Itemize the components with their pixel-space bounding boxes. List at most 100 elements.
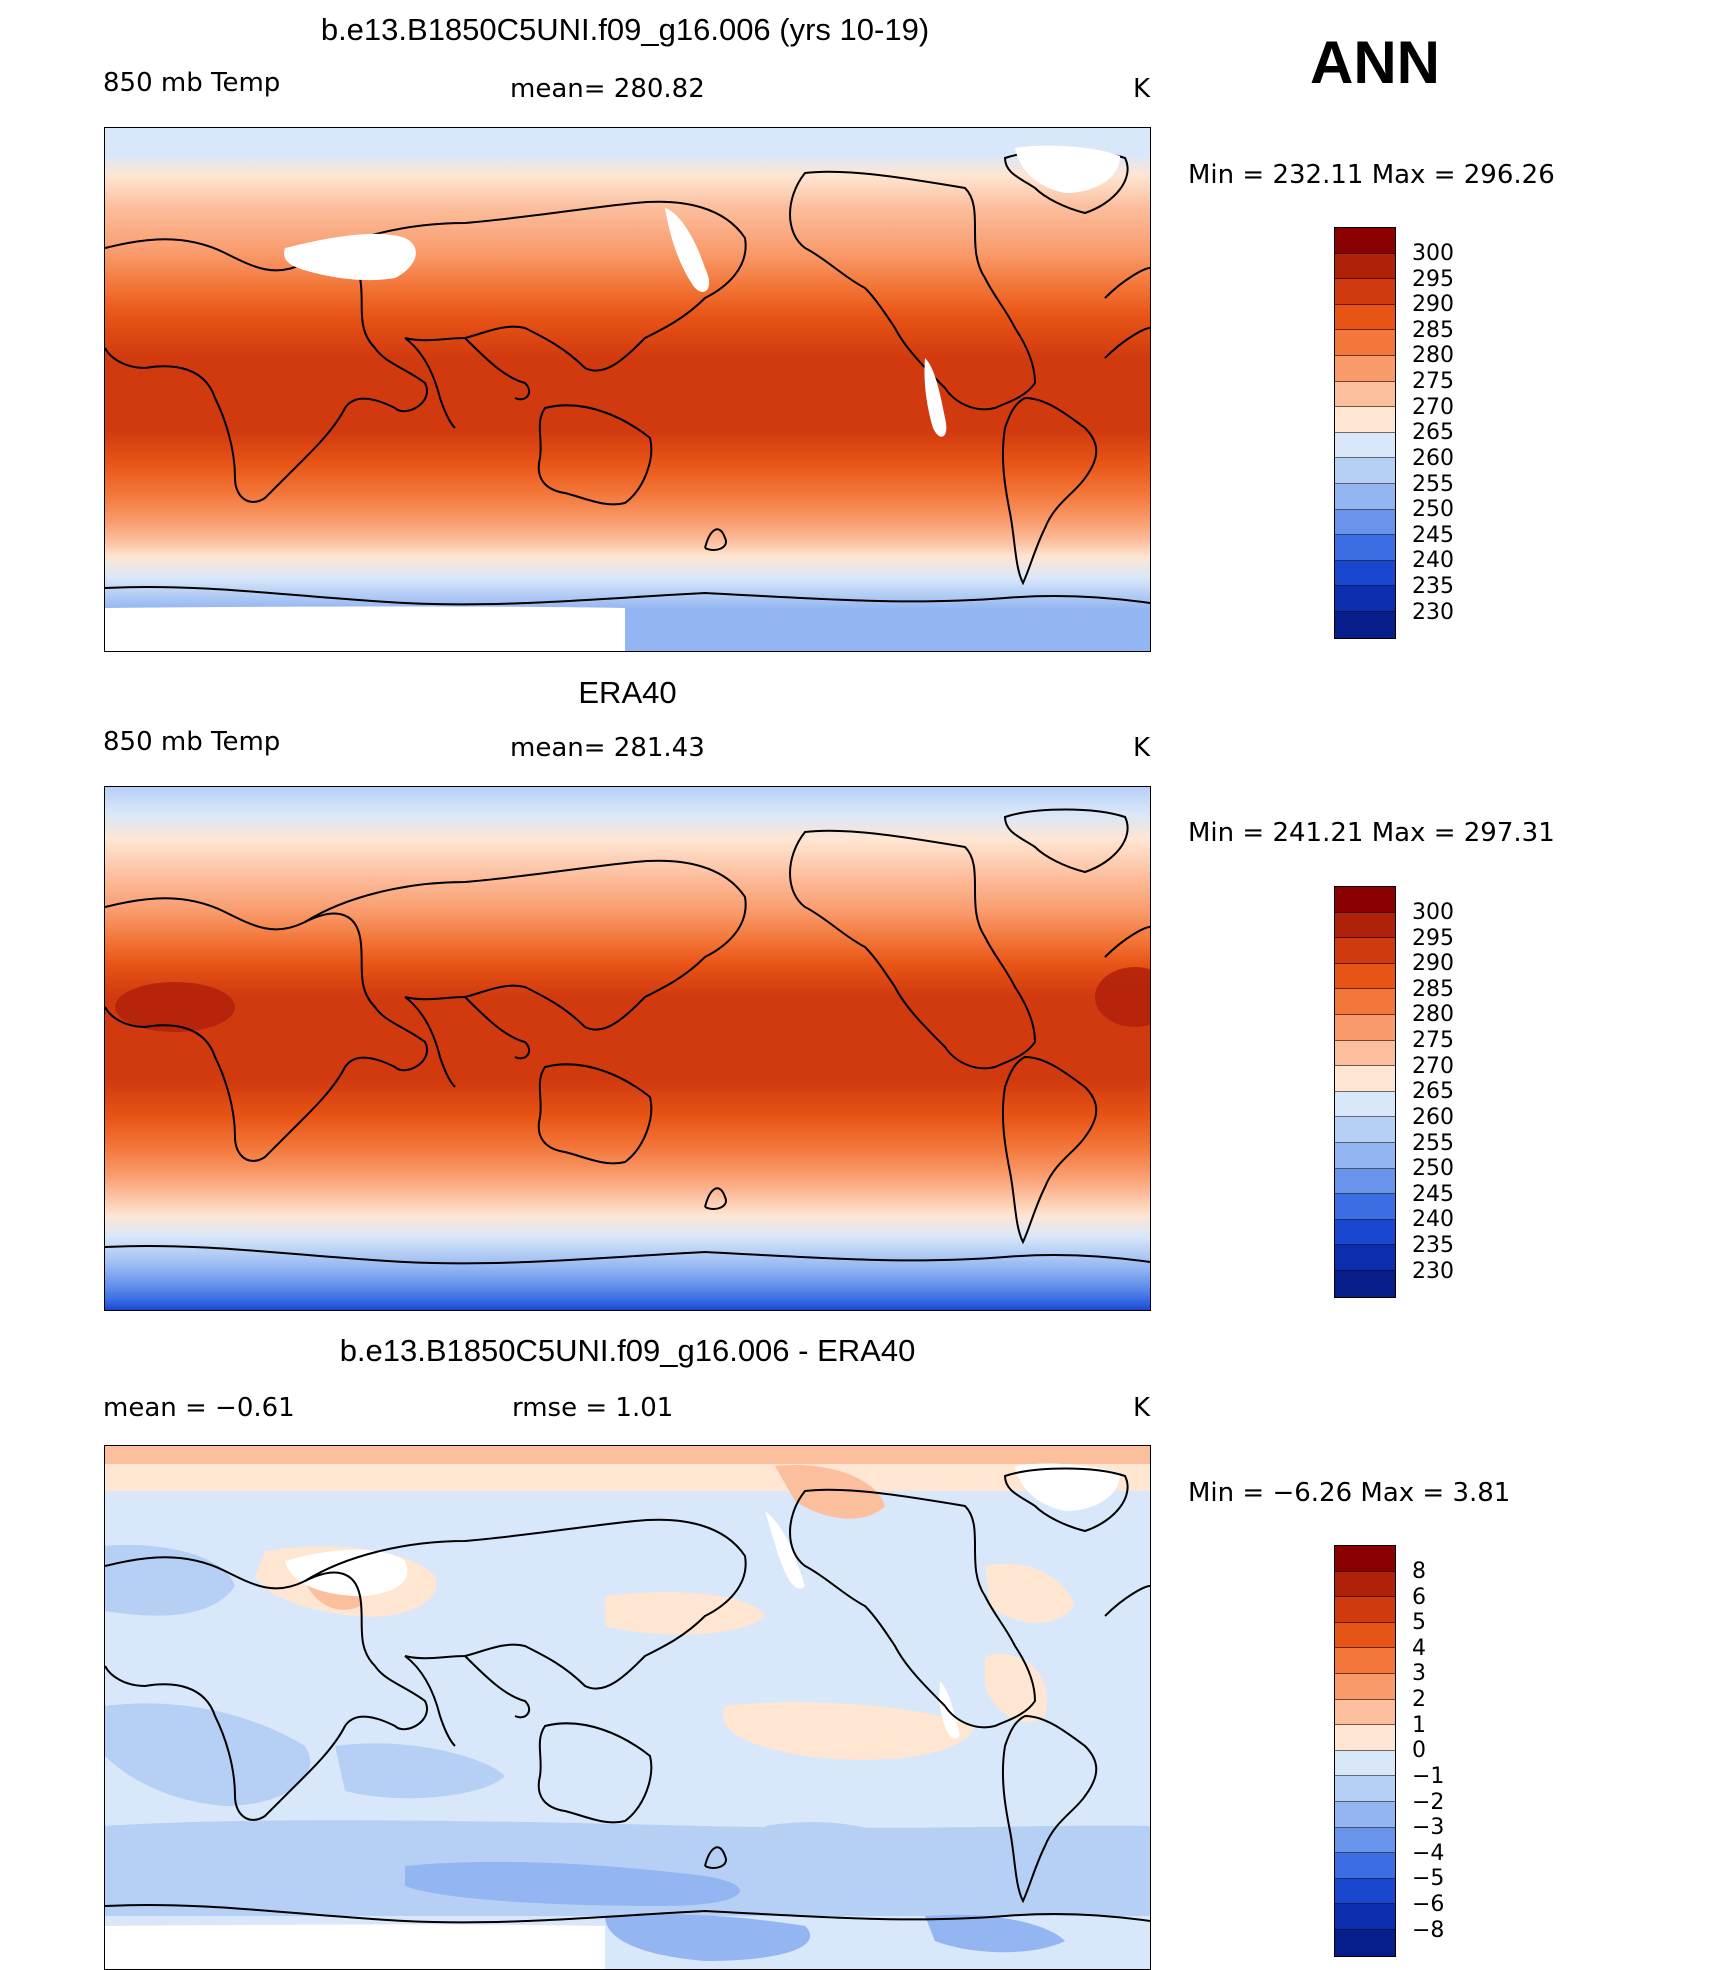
colorbar-swatch bbox=[1335, 1219, 1395, 1246]
colorbar-tick-label: 280 bbox=[1412, 343, 1454, 368]
colorbar-swatch bbox=[1335, 1142, 1395, 1169]
colorbar-tick-label: −2 bbox=[1412, 1790, 1445, 1815]
colorbar-swatch bbox=[1335, 279, 1395, 305]
colorbar-swatch bbox=[1335, 1014, 1395, 1041]
colorbar-swatch bbox=[1335, 963, 1395, 990]
season-label: ANN bbox=[1310, 29, 1440, 96]
colorbar-tick-label: 265 bbox=[1412, 1079, 1454, 1104]
colorbar-tick-label: 3 bbox=[1412, 1661, 1426, 1686]
colorbar-swatch bbox=[1335, 407, 1395, 433]
colorbar-tick-label: 5 bbox=[1412, 1610, 1426, 1635]
panel-title-model: b.e13.B1850C5UNI.f09_g16.006 (yrs 10-19) bbox=[320, 12, 930, 47]
panel-title-obs: ERA40 bbox=[578, 675, 677, 710]
colorbar-tick-label: 295 bbox=[1412, 926, 1454, 951]
colorbar-tick-label: 290 bbox=[1412, 951, 1454, 976]
colorbar-tick-label: 250 bbox=[1412, 497, 1454, 522]
colorbar-swatch bbox=[1335, 355, 1395, 382]
colorbar-swatch bbox=[1335, 1117, 1395, 1143]
colorbar-tick-label: 270 bbox=[1412, 395, 1454, 420]
colorbar-swatch bbox=[1335, 1571, 1395, 1598]
field-obs bbox=[105, 787, 1150, 1310]
colorbar-tick-label: 275 bbox=[1412, 369, 1454, 394]
continents-obs bbox=[105, 808, 1150, 1265]
colorbar-tick-label: 280 bbox=[1412, 1002, 1454, 1027]
colorbar-tick-label: 1 bbox=[1412, 1713, 1426, 1738]
colorbar-swatch bbox=[1335, 253, 1395, 280]
colorbar-tick-label: 245 bbox=[1412, 1182, 1454, 1207]
colorbar-swatch bbox=[1335, 1904, 1395, 1930]
colorbar-tick-label: 240 bbox=[1412, 1207, 1454, 1232]
colorbar-tick-label: −1 bbox=[1412, 1764, 1445, 1789]
colorbar-tick-label: 255 bbox=[1412, 1131, 1454, 1156]
colorbar-tick-label: −4 bbox=[1412, 1841, 1445, 1866]
colorbar-swatch bbox=[1335, 989, 1395, 1015]
colorbar-diff bbox=[1334, 1545, 1396, 1957]
colorbar-swatch bbox=[1335, 1091, 1395, 1118]
mean-label-model: mean= 280.82 bbox=[510, 74, 705, 104]
colorbar-tick-label: −5 bbox=[1412, 1866, 1445, 1891]
colorbar-model bbox=[1334, 227, 1396, 639]
colorbar-swatch bbox=[1335, 509, 1395, 536]
colorbar-swatch bbox=[1335, 1776, 1395, 1802]
colorbar-obs bbox=[1334, 886, 1396, 1298]
colorbar-swatch bbox=[1335, 560, 1395, 587]
continents-diff bbox=[105, 1467, 1150, 1924]
colorbar-swatch bbox=[1335, 1801, 1395, 1828]
minmax-label-obs: Min = 241.21 Max = 297.31 bbox=[1188, 818, 1555, 848]
colorbar-swatch bbox=[1335, 1546, 1395, 1572]
map-obs bbox=[104, 786, 1151, 1311]
colorbar-tick-label: 230 bbox=[1412, 1259, 1454, 1284]
colorbar-tick-label: 275 bbox=[1412, 1028, 1454, 1053]
units-label-diff: K bbox=[1133, 1393, 1151, 1423]
colorbar-tick-label: 265 bbox=[1412, 420, 1454, 445]
colorbar-tick-label: 6 bbox=[1412, 1585, 1426, 1610]
masked-topography-model bbox=[105, 145, 1120, 651]
colorbar-swatch bbox=[1335, 304, 1395, 331]
colorbar-tick-label: 290 bbox=[1412, 292, 1454, 317]
variable-label-obs: 850 mb Temp bbox=[103, 727, 281, 757]
units-label-model: K bbox=[1133, 74, 1151, 104]
colorbar-swatch bbox=[1335, 1878, 1395, 1905]
colorbar-tick-label: 230 bbox=[1412, 600, 1454, 625]
minmax-label-diff: Min = −6.26 Max = 3.81 bbox=[1188, 1478, 1511, 1508]
colorbar-tick-label: 260 bbox=[1412, 446, 1454, 471]
colorbar-tick-label: 285 bbox=[1412, 977, 1454, 1002]
units-label-obs: K bbox=[1133, 733, 1151, 763]
map-diff bbox=[104, 1445, 1151, 1970]
colorbar-tick-label: 260 bbox=[1412, 1105, 1454, 1130]
colorbar-swatch bbox=[1335, 912, 1395, 939]
colorbar-tick-label: 0 bbox=[1412, 1738, 1426, 1763]
colorbar-swatch bbox=[1335, 1750, 1395, 1777]
warm-anomaly-diff bbox=[105, 1446, 1150, 1610]
colorbar-tick-label: 300 bbox=[1412, 241, 1454, 266]
colorbar-swatch bbox=[1335, 1648, 1395, 1674]
colorbar-swatch bbox=[1335, 1066, 1395, 1092]
colorbar-swatch bbox=[1335, 432, 1395, 459]
colorbar-swatch bbox=[1335, 1853, 1395, 1879]
colorbar-tick-label: 2 bbox=[1412, 1687, 1426, 1712]
colorbar-tick-label: 300 bbox=[1412, 900, 1454, 925]
colorbar-tick-label: −3 bbox=[1412, 1815, 1445, 1840]
field-model bbox=[105, 128, 1150, 651]
colorbar-swatch bbox=[1335, 483, 1395, 510]
colorbar-swatch bbox=[1335, 1699, 1395, 1726]
colorbar-swatch bbox=[1335, 228, 1395, 254]
colorbar-swatch bbox=[1335, 1168, 1395, 1195]
colorbar-swatch bbox=[1335, 535, 1395, 561]
colorbar-tick-label: 8 bbox=[1412, 1559, 1426, 1584]
colorbar-swatch bbox=[1335, 1622, 1395, 1649]
colorbar-tick-label: −6 bbox=[1412, 1892, 1445, 1917]
colorbar-tick-label: 255 bbox=[1412, 472, 1454, 497]
colorbar-tick-label: −8 bbox=[1412, 1918, 1445, 1943]
panel-title-diff: b.e13.B1850C5UNI.f09_g16.006 - ERA40 bbox=[339, 1333, 916, 1368]
colorbar-tick-label: 245 bbox=[1412, 523, 1454, 548]
minmax-label-model: Min = 232.11 Max = 296.26 bbox=[1188, 160, 1555, 190]
colorbar-swatch bbox=[1335, 1827, 1395, 1854]
continents-model bbox=[105, 149, 1150, 606]
colorbar-tick-label: 270 bbox=[1412, 1054, 1454, 1079]
colorbar-swatch bbox=[1335, 1597, 1395, 1623]
colorbar-swatch bbox=[1335, 381, 1395, 408]
mean-label-obs: mean= 281.43 bbox=[510, 733, 705, 763]
colorbar-swatch bbox=[1335, 586, 1395, 612]
colorbar-swatch bbox=[1335, 1245, 1395, 1271]
